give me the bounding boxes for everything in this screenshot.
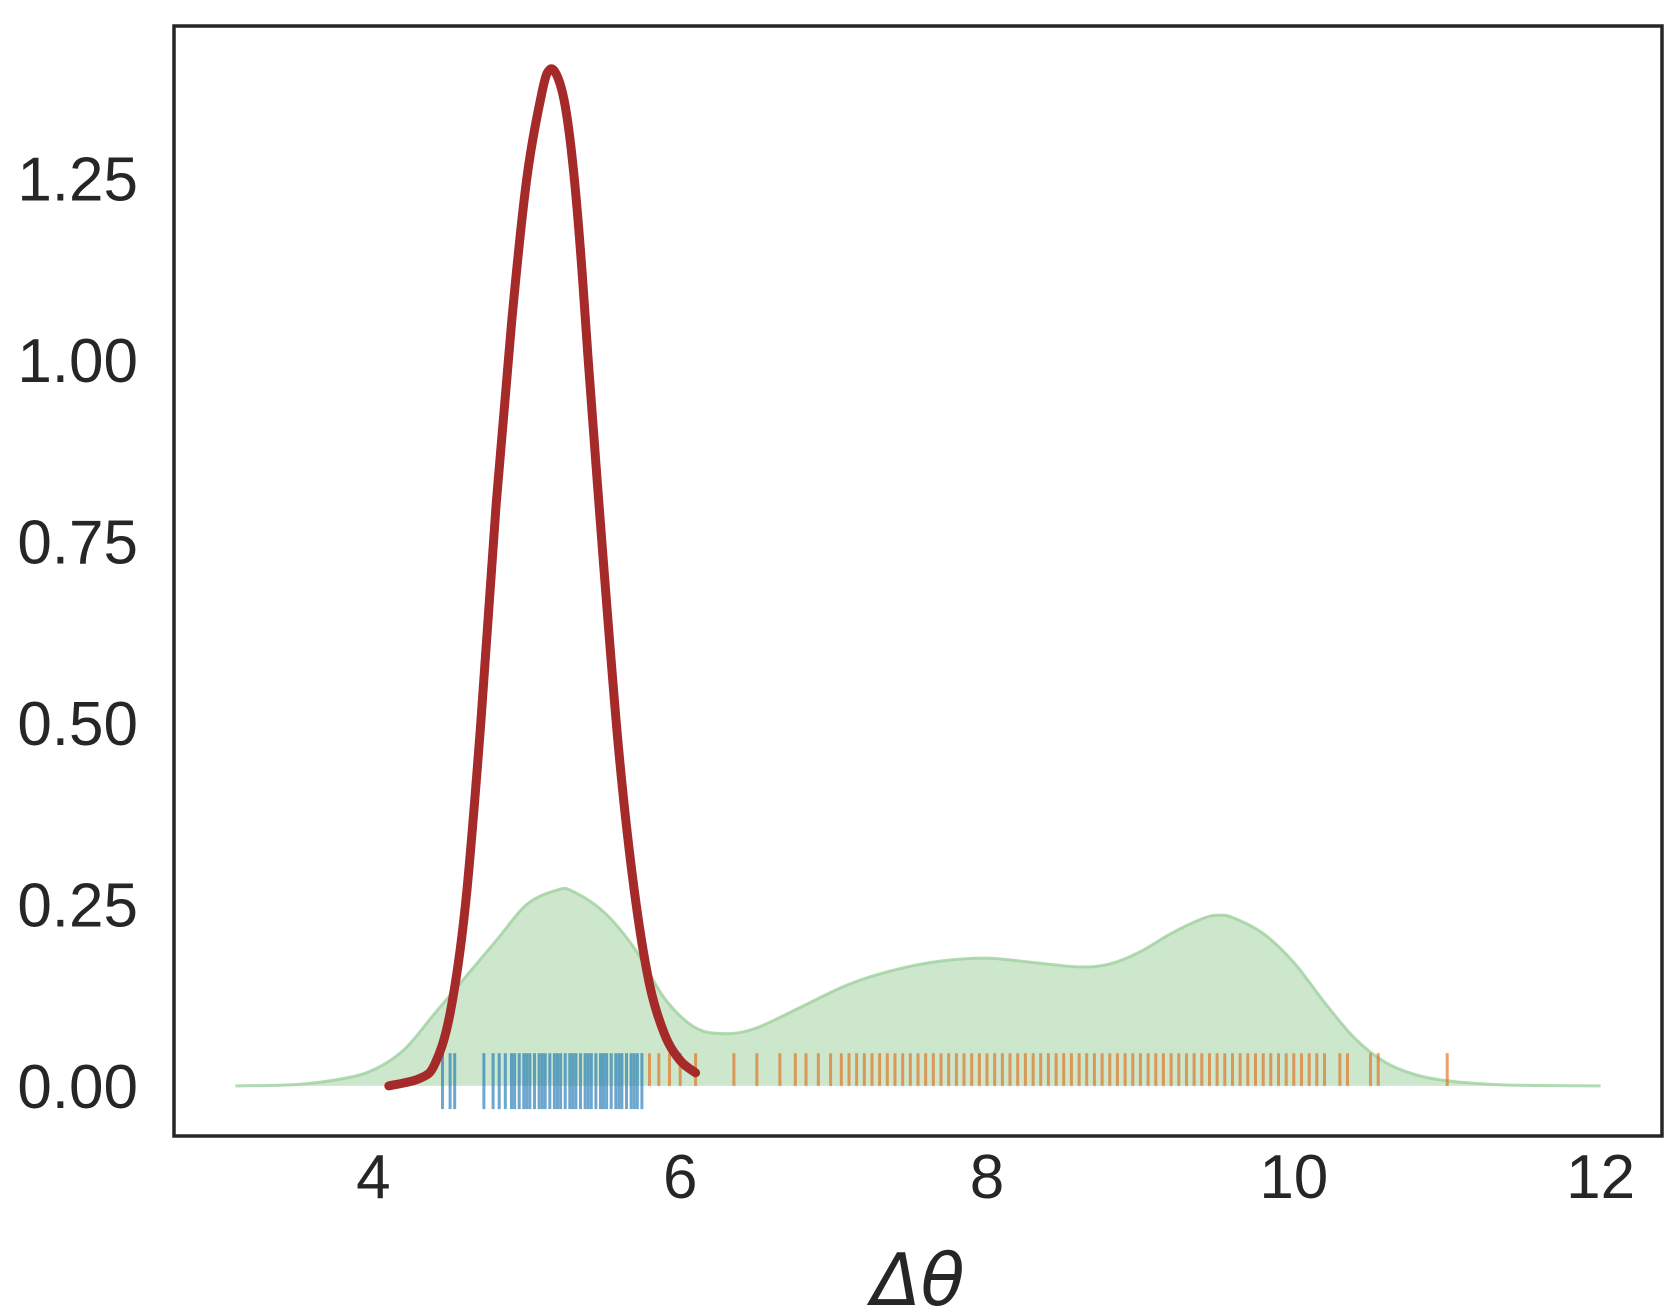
x-tick-label: 10: [1259, 1143, 1328, 1212]
rug-plot: [441, 1053, 1449, 1110]
red-density-line: [384, 64, 701, 1091]
y-tick-label: 1.25: [17, 146, 138, 215]
green-density-outline: [235, 886, 1601, 1088]
x-tick-label: 12: [1566, 1143, 1635, 1212]
y-tick-label: 1.00: [17, 327, 138, 396]
y-tick-label: 0.00: [17, 1053, 138, 1122]
x-tick-label: 6: [663, 1143, 697, 1212]
y-tick-label: 0.25: [17, 871, 138, 940]
y-tick-label: 0.75: [17, 508, 138, 577]
x-axis-ticks: 4 6 8 10 12: [356, 1143, 1635, 1212]
x-axis-label: Δθ: [866, 1238, 964, 1314]
plot-area: [235, 886, 1601, 1088]
x-tick-label: 4: [356, 1143, 390, 1212]
y-axis-ticks: 0.00 0.25 0.50 0.75 1.00 1.25: [17, 146, 138, 1122]
green-density-area: [235, 888, 1601, 1086]
plot-frame: [172, 24, 1664, 1138]
y-tick-label: 0.50: [17, 690, 138, 759]
density-curves: [384, 64, 701, 1091]
x-tick-label: 8: [970, 1143, 1004, 1212]
